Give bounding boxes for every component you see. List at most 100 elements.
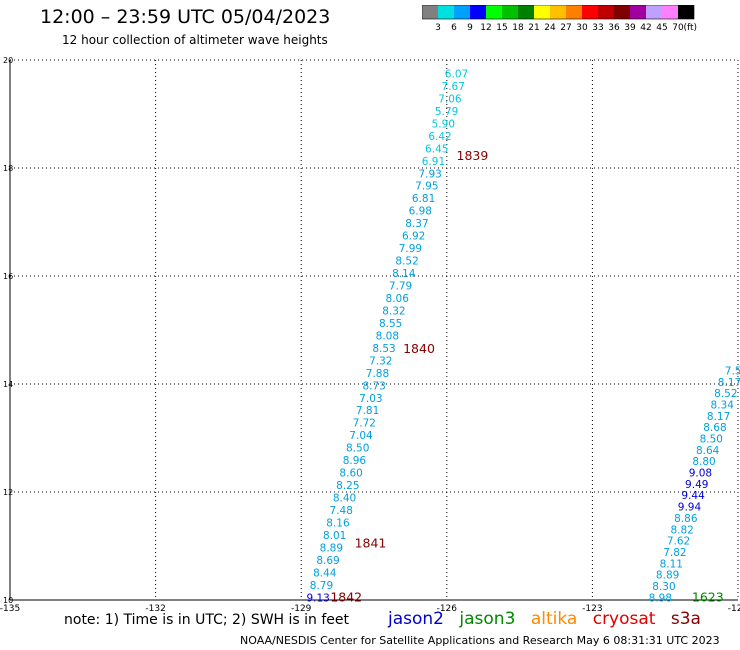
wave-height-label: 6.45: [425, 143, 448, 155]
x-tick-label: -120: [728, 604, 740, 614]
colorbar-swatch: [646, 5, 662, 19]
wave-height-label: 7.32: [369, 355, 392, 367]
wave-height-label: 8.40: [333, 493, 356, 505]
wave-height-label: 5.79: [435, 106, 458, 118]
colorbar-swatch: [438, 5, 454, 19]
y-tick-label: 10: [3, 596, 13, 605]
note-text: note: 1) Time is in UTC; 2) SWH is in fe…: [64, 612, 350, 628]
colorbar-tick-label: 3: [435, 23, 441, 33]
wave-height-label: 7.99: [399, 243, 422, 255]
wave-height-label: 8.98: [649, 592, 672, 604]
wave-height-label: 8.37: [405, 218, 428, 230]
wave-height-label: 7.93: [418, 168, 441, 180]
colorbar-tick-label: 12: [480, 23, 491, 33]
wave-height-label: 7.04: [349, 430, 373, 442]
wave-height-label: 8.44: [313, 567, 337, 579]
wave-height-label: 8.25: [336, 480, 359, 492]
y-tick-label: 16: [3, 272, 13, 281]
colorbar-tick-label: 45: [656, 23, 667, 33]
legend-s3a: s3a: [670, 609, 701, 629]
colorbar-swatch: [678, 5, 694, 19]
colorbar-tick-label: 70: [672, 23, 684, 33]
wave-height-label: 7.48: [330, 505, 353, 517]
wave-height-label: 8.69: [316, 555, 339, 567]
colorbar-swatch: [422, 5, 438, 19]
wave-height-label: 8.08: [376, 330, 399, 342]
wave-height-label: 8.53: [372, 343, 395, 355]
x-tick-label: -132: [145, 604, 165, 614]
wave-height-label: 6.07: [445, 69, 468, 81]
wave-height-label: 6.81: [412, 193, 435, 205]
wave-height-label: 8.06: [386, 293, 410, 305]
colorbar-tick-label: 6: [451, 23, 457, 33]
time-annotations: 18391840184118421621623: [330, 148, 724, 604]
wave-height-label: 8.30: [652, 581, 675, 593]
wave-height-label: 7.5: [725, 366, 740, 378]
wave-height-label: 6.91: [422, 156, 445, 168]
wave-height-label: 8.14: [392, 268, 416, 280]
wave-height-label: 8.80: [692, 456, 715, 468]
colorbar-tick-label: 30: [576, 23, 588, 33]
y-tick-label: 18: [3, 164, 13, 173]
colorbar-swatch: [486, 5, 502, 19]
colorbar-tick-label: 9: [467, 23, 473, 33]
colorbar-tick-label: 24: [544, 23, 556, 33]
wave-height-label: 7.95: [415, 181, 438, 193]
wave-height-label: 8.89: [320, 542, 343, 554]
colorbar-tick-label: 15: [496, 23, 507, 33]
wave-height-label: 9.44: [681, 490, 705, 502]
colorbar-unit: (ft): [683, 23, 697, 33]
y-tick-label: 20: [3, 56, 13, 65]
chart-subtitle: 12 hour collection of altimeter wave hei…: [62, 33, 328, 47]
wave-height-label: 8.79: [310, 580, 333, 592]
wave-height-label: 8.16: [326, 517, 350, 529]
wave-height-label: 8.50: [700, 434, 723, 446]
satellite-legend: jason2 jason3 altika cryosat s3a: [388, 609, 711, 629]
wave-height-label: 8.17: [707, 411, 730, 423]
colorbar-tick-label: 36: [608, 23, 620, 33]
wave-height-label: 7.79: [389, 281, 412, 293]
time-annotation: 1842: [330, 589, 362, 604]
legend-jason3: jason3: [459, 609, 516, 629]
wave-height-label: 8.64: [696, 445, 720, 457]
wave-height-label: 8.55: [379, 318, 402, 330]
wave-height-label: 8.11: [660, 558, 683, 570]
colorbar-swatch: [598, 5, 614, 19]
time-annotation: 1841: [355, 535, 387, 550]
wave-height-label: 8.82: [670, 524, 693, 536]
time-annotation: 1623: [692, 589, 724, 604]
colorbar-tick-label: 27: [560, 23, 571, 33]
colorbar-swatch: [502, 5, 518, 19]
altimeter-tracks: 6.077.677.065.795.906.426.456.917.937.95…: [306, 69, 740, 605]
colorbar-tick-label: 18: [512, 23, 524, 33]
wave-height-label: 8.96: [343, 455, 367, 467]
colorbar-tick-label: 21: [528, 23, 539, 33]
chart-title: 12:00 – 23:59 UTC 05/04/2023: [40, 6, 331, 28]
grid-lines: [9, 59, 739, 601]
colorbar-tick-label: 39: [624, 23, 636, 33]
wave-height-label: 9.08: [689, 468, 712, 480]
wave-height-label: 8.34: [711, 400, 735, 412]
y-tick-label: 14: [3, 380, 13, 389]
colorbar-tick-label: 33: [592, 23, 603, 33]
wave-height-label: 9.94: [678, 502, 702, 514]
colorbar-swatch: [470, 5, 486, 19]
x-tick-label: -129: [291, 604, 312, 614]
wave-height-label: 8.68: [703, 422, 726, 434]
wave-height-label: 8.52: [714, 388, 737, 400]
colorbar-swatch: [662, 5, 678, 19]
colorbar-tick-label: 42: [640, 23, 651, 33]
wave-height-label: 8.73: [362, 380, 385, 392]
x-tick-label: -135: [0, 604, 20, 614]
wave-height-label: 7.82: [663, 547, 686, 559]
axis-tick-labels: -135 -132 -129 -126 -123 -120 10 12 14 16 18 20: [0, 56, 740, 614]
wave-height-label: 8.32: [382, 305, 405, 317]
y-tick-label: 12: [3, 488, 13, 497]
colorbar-swatch: [534, 5, 550, 19]
wave-height-label: 7.06: [438, 93, 462, 105]
wave-height-label: 6.42: [428, 131, 451, 143]
wave-height-label: 8.89: [656, 570, 679, 582]
colorbar-swatch: [550, 5, 566, 19]
wave-height-label: 8.01: [323, 530, 346, 542]
